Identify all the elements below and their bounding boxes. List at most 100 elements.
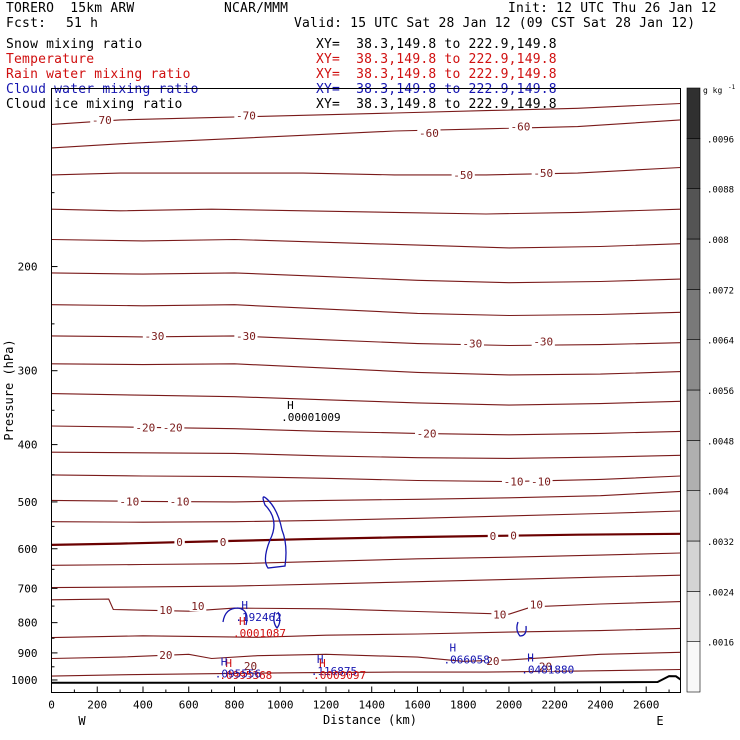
y-tick-label: 700 <box>18 582 38 595</box>
y-axis-label: Pressure (hPa) <box>2 339 16 440</box>
max-marker-h: H <box>241 599 248 612</box>
max-marker-value: .0009097 <box>313 669 366 682</box>
x-tick-label: 1000 <box>267 699 294 712</box>
contour-label: 0 <box>176 536 183 549</box>
max-marker-value: .0995368 <box>219 669 272 682</box>
init-time: Init: 12 UTC Thu 26 Jan 12 <box>508 1 717 16</box>
y-axis-ticks: 200 300 400 500 600 700 800 900 1000 <box>11 192 58 687</box>
field-temperature-xy: XY= 38.3,149.8 to 222.9,149.8 <box>316 52 557 67</box>
max-marker-h: H <box>319 657 326 670</box>
colorbar-segment <box>686 138 701 189</box>
colorbar-segment <box>686 87 701 139</box>
contour-label: 20 <box>539 660 552 673</box>
contour-label-background <box>508 120 532 132</box>
x-tick-label: 2400 <box>587 699 614 712</box>
contour-label: -10 <box>504 476 524 489</box>
y-tick-label: 600 <box>18 543 38 556</box>
temperature-contour-line <box>51 574 681 589</box>
temperature-contour-line <box>51 532 681 546</box>
contour-label-background <box>487 530 499 542</box>
contour-label-background <box>491 608 509 620</box>
colorbar-segment <box>686 641 701 693</box>
x-tick-label: 2600 <box>633 699 660 712</box>
contour-label: -30 <box>144 330 164 343</box>
contour-label: 10 <box>493 608 506 621</box>
contour-label: -60 <box>510 121 530 134</box>
cloud-water-contour <box>262 496 287 569</box>
contour-label-background <box>174 536 185 548</box>
temperature-contour-line <box>51 166 681 176</box>
cloud-water-contour <box>222 607 248 626</box>
colorbar-tick-label: .0056 <box>707 387 734 397</box>
contour-label: 10 <box>159 604 172 617</box>
temperature-contour-line <box>51 651 681 662</box>
colorbar-tick-label: .008 <box>707 236 729 246</box>
y-tick-label: 500 <box>18 496 38 509</box>
colorbar-segment <box>686 289 701 340</box>
x-tick-label: 1400 <box>358 699 385 712</box>
y-tick-label: 800 <box>18 617 38 630</box>
field-snow-xy: XY= 38.3,149.8 to 222.9,149.8 <box>316 37 557 52</box>
colorbar-tick-label: .0088 <box>707 186 734 196</box>
max-marker-value: .066058 <box>443 654 489 667</box>
x-tick-label: 600 <box>179 699 199 712</box>
contour-label: 20 <box>486 655 499 668</box>
max-marker-h: H <box>527 651 534 664</box>
forecast-label: Fcst: <box>6 16 47 31</box>
y-tick-label: 1000 <box>11 674 38 687</box>
temperature-contour-line <box>51 425 681 436</box>
field-temperature-name: Temperature <box>6 52 95 67</box>
contour-label: -70 <box>92 114 112 127</box>
contour-label-background <box>167 495 192 507</box>
axes <box>51 88 681 693</box>
cloud-water-contour <box>273 611 281 630</box>
contour-label-background <box>234 329 258 341</box>
x-tick-label: 0 <box>48 699 55 712</box>
contour-label: -10 <box>531 476 551 489</box>
max-marker-value: .116875 <box>311 665 357 678</box>
contour-label-background <box>133 421 157 433</box>
contour-label: 0 <box>220 536 227 549</box>
colorbar-unit-exponent: -1 <box>728 84 736 91</box>
contour-label-background <box>451 168 475 180</box>
colorbar-tick-label: .0048 <box>707 437 734 447</box>
contour-label: 20 <box>159 649 172 662</box>
cloud-water-contour <box>516 621 527 637</box>
field-snow-name: Snow mixing ratio <box>6 37 143 52</box>
x-tick-label: 800 <box>225 699 245 712</box>
max-marker-value: .0001087 <box>233 627 286 640</box>
contour-label: -50 <box>453 169 473 182</box>
max-marker-h: H <box>221 655 228 668</box>
colorbar-segment <box>686 591 701 642</box>
x-axis-label: Distance (km) <box>323 713 417 727</box>
contour-label-background <box>234 109 258 121</box>
y-tick-label: 900 <box>18 647 38 660</box>
colorbar-tick-label: .004 <box>707 488 729 498</box>
contour-label-background <box>161 421 185 433</box>
contour-label-background <box>142 329 167 341</box>
field-cloud-ice-xy: XY= 38.3,149.8 to 222.9,149.8 <box>316 97 557 112</box>
contour-label-background <box>529 475 553 487</box>
field-cloud-water-name: Cloud water mixing ratio <box>6 82 199 97</box>
max-marker-value: .0481880 <box>521 663 574 676</box>
field-cloud-ice-name: Cloud ice mixing ratio <box>6 97 183 112</box>
colorbar-tick-label: .0096 <box>707 135 734 145</box>
contour-label-background <box>508 529 519 541</box>
x-tick-label: 1800 <box>450 699 477 712</box>
contour-label-background <box>484 654 502 666</box>
colorbar-segment <box>686 188 701 240</box>
contour-label-background <box>189 600 207 612</box>
model-title: TORERO 15km ARW <box>6 1 135 16</box>
contour-label-background <box>90 113 114 125</box>
temperature-contour-line <box>51 598 681 615</box>
colorbar-segment <box>686 490 701 542</box>
colorbar-segment <box>686 389 701 441</box>
colorbar: g kg -1 .0016 .0024 .0032 .004 .0048 .0056 .00… <box>686 84 736 693</box>
temperature-contour-line <box>51 552 681 566</box>
contour-label-background <box>460 337 484 349</box>
colorbar-segment <box>686 540 701 592</box>
contour-label: 10 <box>191 600 204 613</box>
field-rain-name: Rain water mixing ratio <box>6 67 191 82</box>
